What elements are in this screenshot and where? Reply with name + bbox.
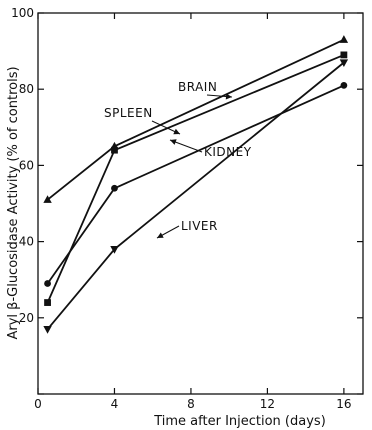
x-tick-label: 8 <box>187 397 195 411</box>
annotation-brain: BRAIN <box>178 80 217 94</box>
series-line-brain <box>47 38 345 201</box>
x-tick-label: 12 <box>260 397 275 411</box>
marker-kidney <box>44 280 51 287</box>
plot-frame <box>37 12 364 395</box>
arrowhead-brain <box>225 93 232 100</box>
y-tick-label: 20 <box>19 311 34 325</box>
series-annotations: BRAIN SPLEEN KIDNEY LIVER <box>104 80 252 239</box>
y-tick-label: 100 <box>11 6 34 20</box>
marker-brain <box>339 35 349 43</box>
marker-liver <box>339 59 349 68</box>
x-axis-title: Time after Injection (days) <box>153 414 326 429</box>
series-line-kidney <box>46 84 345 285</box>
series-markers <box>43 35 349 334</box>
marker-brain <box>43 195 52 203</box>
annotation-liver: LIVER <box>181 219 218 233</box>
y-axis-title: Aryl β-Glucosidase Activity (% of contro… <box>6 66 21 339</box>
marker-spleen <box>44 299 51 306</box>
marker-liver <box>43 326 52 334</box>
x-tick-label: 4 <box>111 397 119 411</box>
annotation-kidney: KIDNEY <box>204 145 252 159</box>
marker-kidney <box>111 184 118 192</box>
marker-liver <box>110 246 119 254</box>
annotation-spleen: SPLEEN <box>104 106 153 120</box>
series-line-liver <box>46 61 345 330</box>
marker-kidney <box>340 81 348 89</box>
y-tick-label: 40 <box>19 235 34 249</box>
y-tick-label: 60 <box>19 158 34 172</box>
arrowhead-kidney <box>170 139 177 145</box>
arrowhead-liver <box>157 232 164 238</box>
x-tick-label: 16 <box>336 397 351 411</box>
arrowhead-spleen <box>173 128 180 135</box>
y-tick-label: 80 <box>19 82 34 96</box>
axis-ticks: 20 40 60 80 100 0 4 8 12 16 <box>11 6 363 411</box>
marker-spleen <box>340 51 348 59</box>
marker-spleen <box>111 146 118 154</box>
x-tick-label: 0 <box>34 397 42 411</box>
